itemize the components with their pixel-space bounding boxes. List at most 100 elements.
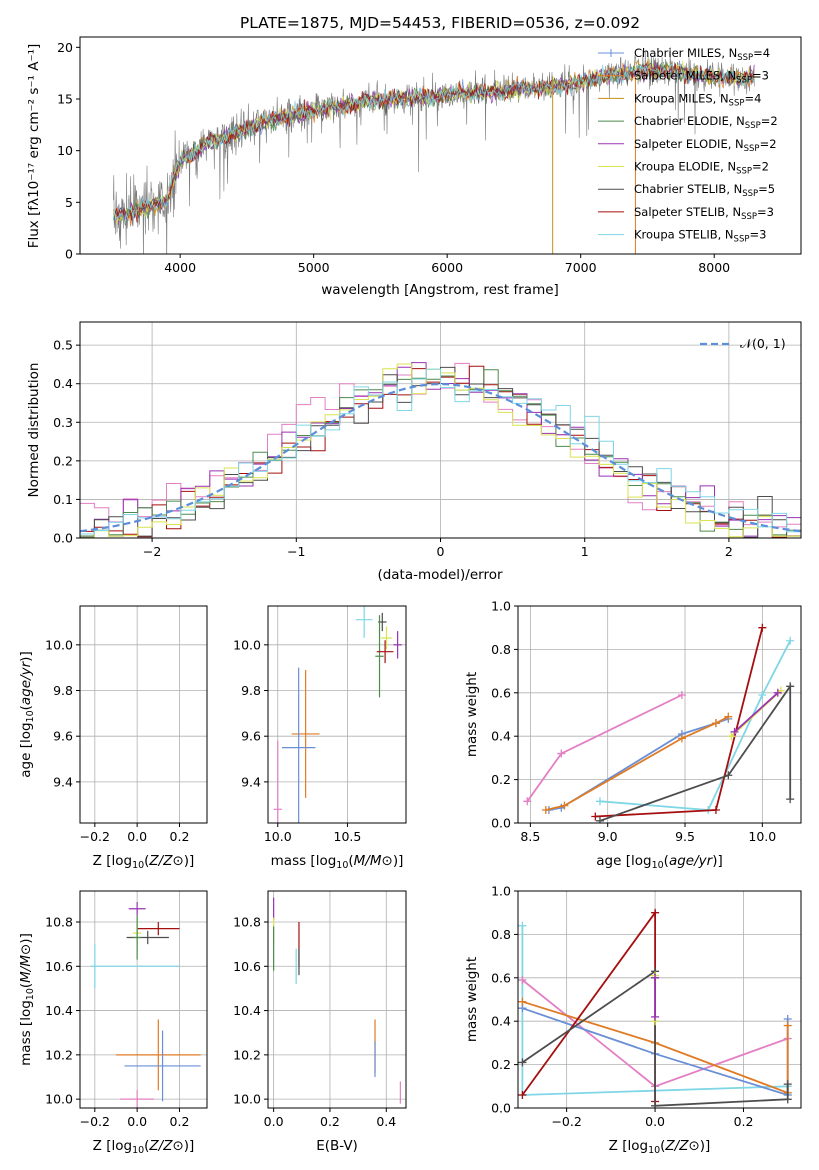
weight-vs-Z-panel: −0.2 0.0 0.2 0.0 0.2 0.4 0.6 0.8 1.0 Z [log10(Z/Z… <box>464 884 802 1156</box>
spectrum-lines <box>113 47 755 254</box>
x-tick-label: 0.2 <box>170 1114 190 1129</box>
weight-line-5 <box>595 627 764 818</box>
spectrum-x-ticks: 4000 5000 6000 7000 8000 <box>164 254 730 275</box>
weight-marker <box>786 795 795 804</box>
legend-label: Kroupa ELODIE, NSSP=2 <box>634 160 769 177</box>
weight-marker <box>518 975 527 984</box>
residual-x-ticks: −2 −1 0 1 2 <box>143 538 733 559</box>
y-tick-label: 0.4 <box>491 729 511 744</box>
residual-legend: 𝒩(0, 1) <box>700 336 786 351</box>
x-tick-label: 9.0 <box>598 829 618 844</box>
y-tick-label: 0.0 <box>491 816 511 831</box>
residual-plot-area <box>80 322 801 539</box>
weight-line-4 <box>599 640 792 811</box>
model-line-9 <box>113 62 755 224</box>
x-tick-label: 2 <box>725 544 733 559</box>
x-tick-label: −0.2 <box>80 1114 110 1129</box>
x-tick-label: 0.2 <box>320 1114 340 1129</box>
weight-marker <box>560 801 569 810</box>
residual-panel: −2 −1 0 1 2 0.0 0.1 0.2 0.3 0.4 0.5 (data-model)/… <box>26 321 802 583</box>
weight-marker <box>591 812 600 821</box>
x-axis-label: Z [log10(Z/Z⊙)] <box>93 853 195 871</box>
x-tick-label: 0.0 <box>127 1114 147 1129</box>
residual-legend-label: 𝒩(0, 1) <box>740 336 786 351</box>
weight-marker <box>651 1012 660 1021</box>
x-tick-label: 10.0 <box>748 829 776 844</box>
x-tick-label: 0.0 <box>127 829 147 844</box>
x-tick-label: 0.4 <box>376 1114 396 1129</box>
weight-marker <box>730 727 739 736</box>
weight-marker <box>724 712 733 721</box>
weight-marker <box>677 690 686 699</box>
weight-marker <box>518 1090 527 1099</box>
y-tick-label: 10.8 <box>45 915 73 930</box>
panel-frame <box>267 605 407 824</box>
weight-vs-age-panel: 8.5 9.0 9.5 10.0 0.0 0.2 0.4 0.6 0.8 1.0 age [log1… <box>464 599 802 871</box>
histogram-steps <box>80 362 801 538</box>
legend-label: Salpeter STELIB, NSSP=3 <box>634 205 774 222</box>
spectrum-plot-area <box>113 47 755 254</box>
y-tick-label: 9.6 <box>53 729 73 744</box>
y-tick-label: 0.5 <box>53 338 73 353</box>
y-tick-label: 0.0 <box>491 1101 511 1116</box>
weight-marker <box>595 816 604 823</box>
parameter-panels: −0.2 0.0 0.2 9.4 9.6 9.8 10.0 Z [log10(Z/Z⊙)] ag… <box>18 599 802 1156</box>
y-tick-label: 10.8 <box>233 915 261 930</box>
weight-line-8 <box>733 692 779 733</box>
mass-vs-ebv-panel: 0.0 0.2 0.4 10.0 10.2 10.4 10.6 10.8 E(B-V) <box>233 890 407 1154</box>
weight-marker <box>758 690 767 699</box>
y-tick-label: 0.2 <box>53 453 73 468</box>
x-tick-label: 0.2 <box>170 829 190 844</box>
weight-marker <box>541 805 550 814</box>
x-tick-label: −0.2 <box>551 1114 581 1129</box>
x-axis-label: Z [log10(Z/Z⊙)] <box>609 1138 711 1156</box>
weight-marker <box>786 636 795 645</box>
x-tick-label: 6000 <box>431 260 463 275</box>
weight-marker <box>651 908 660 917</box>
y-tick-label: 10.4 <box>45 1003 73 1018</box>
weight-marker <box>711 805 720 814</box>
x-tick-label: 10.5 <box>334 829 362 844</box>
y-axis-label: age [log10(age/yr)] <box>18 651 36 777</box>
model-line-7 <box>113 62 755 219</box>
weight-marker <box>783 1021 792 1030</box>
y-tick-label: 0.4 <box>53 376 73 391</box>
y-axis-label: mass weight <box>464 672 480 757</box>
x-tick-label: 7000 <box>565 260 597 275</box>
y-tick-label: 0.2 <box>491 1057 511 1072</box>
x-tick-label: 4000 <box>164 260 196 275</box>
y-tick-label: 9.8 <box>53 683 73 698</box>
weight-marker <box>523 797 532 806</box>
weight-marker <box>651 973 660 982</box>
y-tick-label: 10.0 <box>45 1092 73 1107</box>
legend-label: Kroupa MILES, NSSP=4 <box>634 91 761 108</box>
age-vs-Z-panel: −0.2 0.0 0.2 9.4 9.6 9.8 10.0 Z [log10(Z/Z⊙)] ag… <box>18 605 208 871</box>
residual-x-label: (data-model)/error <box>377 567 503 583</box>
legend-label: Salpeter MILES, NSSP=3 <box>634 69 769 86</box>
weight-marker <box>518 997 527 1006</box>
x-tick-label: −1 <box>287 544 305 559</box>
y-tick-label: 0.4 <box>491 1014 511 1029</box>
spectrum-x-label: wavelength [Angstrom, rest frame] <box>321 282 559 298</box>
x-tick-label: −0.2 <box>80 829 110 844</box>
y-tick-label: 10.0 <box>233 637 261 652</box>
x-tick-label: 0.0 <box>264 1114 284 1129</box>
x-tick-label: 0.0 <box>645 1114 665 1129</box>
y-tick-label: 10.0 <box>45 637 73 652</box>
spectrum-y-ticks: 0 5 10 15 20 <box>57 40 80 262</box>
panel-frame <box>79 605 208 824</box>
y-tick-label: 10.6 <box>233 959 261 974</box>
histogram-7 <box>80 368 801 538</box>
weight-marker <box>727 732 736 741</box>
panel-frame <box>517 605 802 824</box>
weight-marker <box>783 1095 792 1104</box>
legend-label: Salpeter ELODIE, NSSP=2 <box>634 137 777 154</box>
y-tick-label: 15 <box>57 92 73 107</box>
y-tick-label: 9.4 <box>53 774 73 789</box>
panel-frame <box>517 890 802 1109</box>
y-tick-label: 0.6 <box>491 685 511 700</box>
model-line-8 <box>113 62 755 223</box>
x-tick-label: 0 <box>437 544 445 559</box>
weight-marker <box>518 921 527 930</box>
